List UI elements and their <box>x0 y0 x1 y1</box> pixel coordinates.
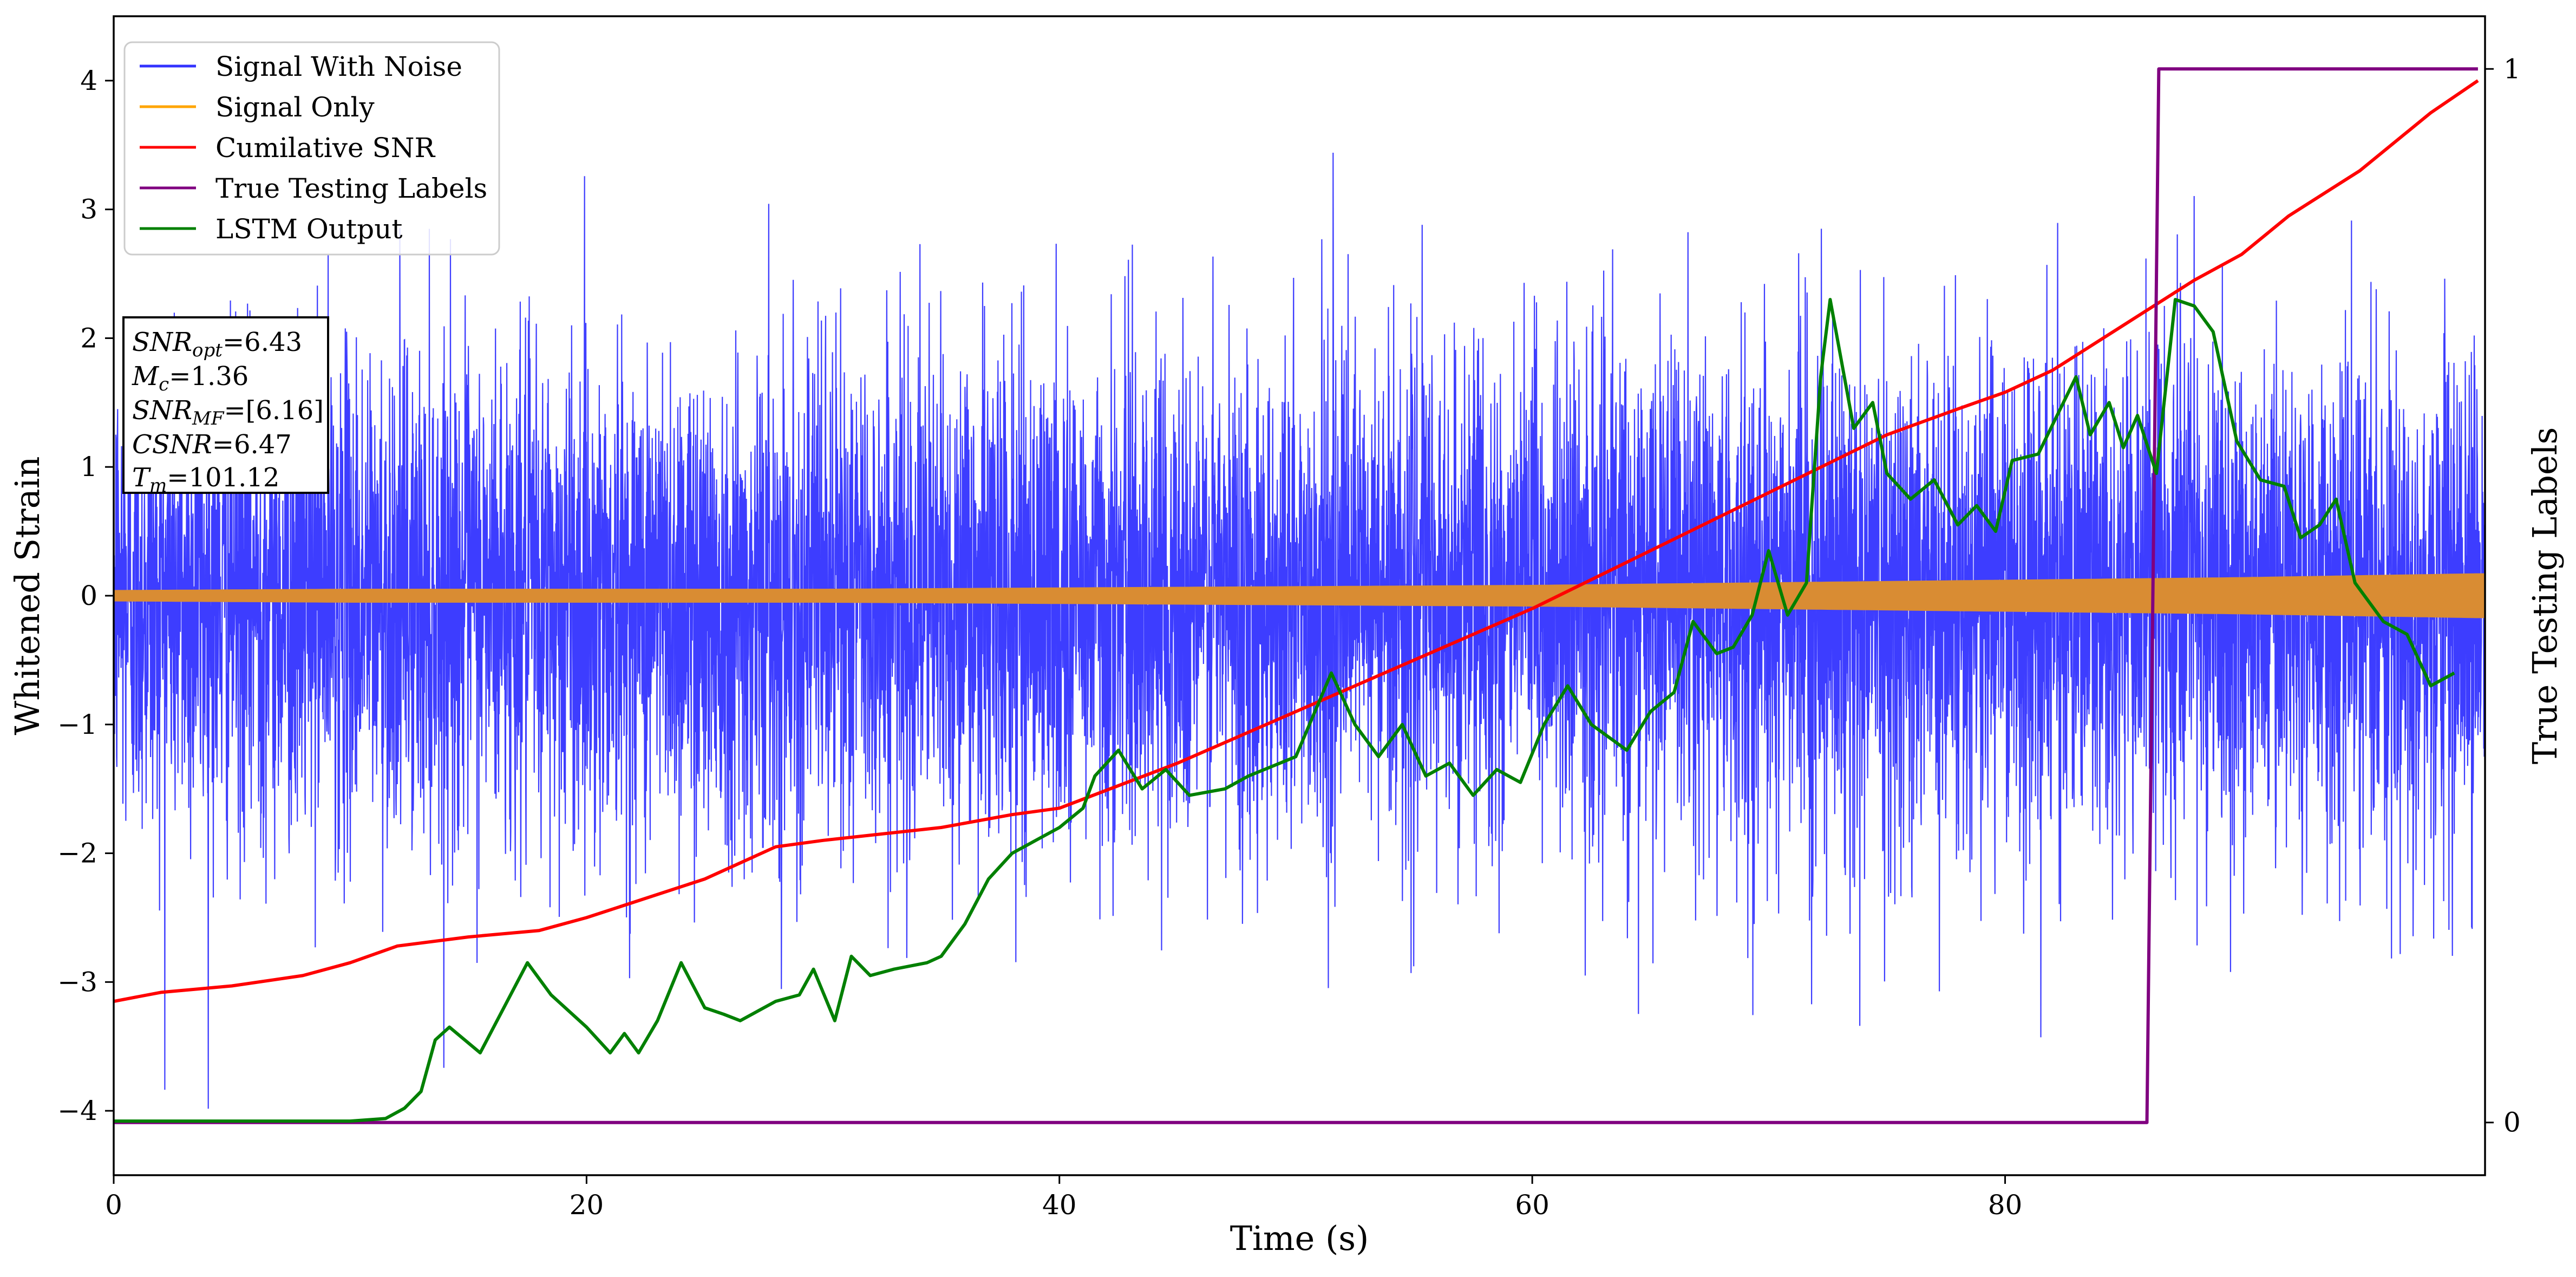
y-tick-label: −2 <box>57 838 97 869</box>
x-tick-label: 80 <box>1988 1189 2023 1221</box>
legend-label-signal-with-noise: Signal With Noise <box>215 51 462 82</box>
x-tick-label: 0 <box>105 1189 122 1221</box>
y-axis-label: Whitened Strain <box>8 457 47 735</box>
legend-label-cumulative-snr: Cumilative SNR <box>215 132 435 164</box>
legend-label-signal-only: Signal Only <box>215 92 375 123</box>
y-tick-label: 0 <box>80 580 97 611</box>
x-tick-label: 20 <box>570 1189 604 1221</box>
series-lstm-output <box>114 298 2455 1123</box>
y-tick-label: −4 <box>57 1095 97 1126</box>
annotation-csnr: CSNR=6.47 <box>132 429 292 460</box>
series-cumilative-snr <box>114 79 2479 1003</box>
legend-box <box>123 41 500 256</box>
annotation-frame <box>122 316 329 494</box>
annotation-box: SNRopt=6.43 Mc=1.36 SNRMF=[6.16] CSNR=6.… <box>122 316 329 497</box>
y2-tick-label: 1 <box>2503 53 2521 84</box>
y-tick-label: −1 <box>57 709 97 740</box>
plot-area <box>114 67 2485 1124</box>
y2-axis-label: True Testing Labels <box>2525 427 2565 765</box>
legend: Signal With Noise Signal Only Cumilative… <box>123 41 500 256</box>
y-tick-label: 4 <box>80 65 97 96</box>
annotation-snr-mf: SNRMF=[6.16] <box>132 395 324 429</box>
x-axis-label: Time (s) <box>1230 1219 1369 1258</box>
y-tick-label: 1 <box>80 451 97 483</box>
y2-tick-label: 0 <box>2503 1107 2521 1138</box>
annotation-snr-opt: SNRopt=6.43 <box>132 327 302 361</box>
x-tick-label: 60 <box>1515 1189 1549 1221</box>
annotation-chirp-mass: Mc=1.36 <box>132 361 249 395</box>
x-tick-label: 40 <box>1042 1189 1077 1221</box>
y-tick-label: 2 <box>80 322 97 354</box>
series-true-testing-labels <box>114 67 2478 1124</box>
legend-label-lstm-output: LSTM Output <box>215 213 402 245</box>
annotation-t-merge: Tm=101.12 <box>132 462 279 497</box>
series-signal-only <box>114 573 2485 618</box>
y-tick-label: −3 <box>57 966 97 998</box>
legend-label-true-testing-labels: True Testing Labels <box>215 173 487 204</box>
y-tick-label: 3 <box>80 194 97 225</box>
